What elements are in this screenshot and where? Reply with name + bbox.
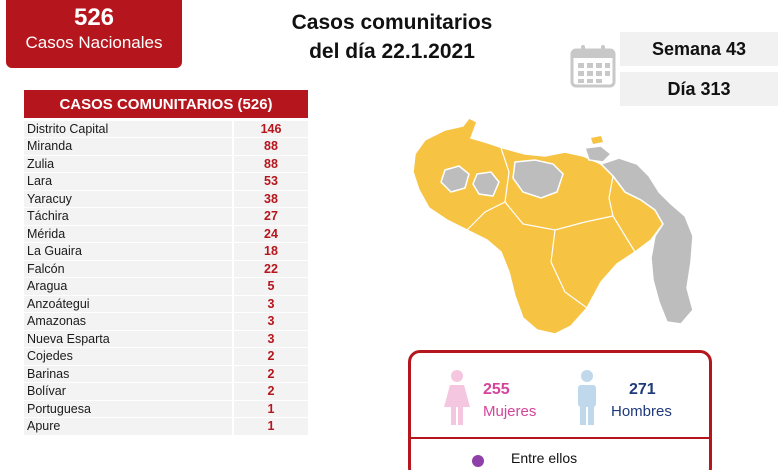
map-region-unaffected	[512, 159, 564, 199]
week-label: Semana 43	[620, 32, 778, 66]
state-name: Aragua	[24, 278, 232, 295]
national-cases-box: 526 Casos Nacionales	[6, 0, 182, 68]
day-label: Día 313	[620, 72, 778, 106]
title-line-2: del día 22.1.2021	[309, 40, 475, 63]
state-name: Lara	[24, 173, 232, 190]
men-count: 271	[629, 381, 656, 398]
state-name: Amazonas	[24, 313, 232, 330]
national-count: 526	[73, 4, 115, 31]
state-name: Miranda	[24, 138, 232, 155]
calendar-icon	[570, 45, 616, 88]
gender-stats-box: 255 Mujeres 271 Hombres Entre ellos	[408, 350, 712, 470]
table-row: Barinas 2	[24, 365, 308, 383]
women-count: 255	[483, 381, 510, 398]
page-title: Casos comunitarios del día 22.1.2021	[262, 8, 522, 66]
state-cases: 88	[234, 138, 308, 155]
table-row: Táchira 27	[24, 208, 308, 226]
women-label: Mujeres	[483, 403, 537, 420]
table-header: CASOS COMUNITARIOS (526)	[24, 90, 308, 118]
table-row: Yaracuy 38	[24, 190, 308, 208]
state-name: Distrito Capital	[24, 120, 232, 137]
state-cases: 1	[234, 418, 308, 435]
state-name: La Guaira	[24, 243, 232, 260]
map-region-affected	[591, 136, 603, 144]
state-cases: 24	[234, 225, 308, 242]
among-label: Entre ellos	[511, 450, 578, 466]
state-name: Nueva Esparta	[24, 330, 232, 347]
table-row: Cojedes 2	[24, 348, 308, 366]
table-row: Bolívar 2	[24, 383, 308, 401]
table-row: La Guaira 18	[24, 243, 308, 261]
state-cases: 27	[234, 208, 308, 225]
child-icon	[472, 455, 484, 467]
state-name: Falcón	[24, 260, 232, 277]
state-cases: 53	[234, 173, 308, 190]
state-cases: 2	[234, 383, 308, 400]
table-row: Lara 53	[24, 173, 308, 191]
table-row: Mérida 24	[24, 225, 308, 243]
state-name: Portuguesa	[24, 400, 232, 417]
woman-icon	[444, 370, 470, 425]
state-cases: 146	[234, 120, 308, 137]
men-label: Hombres	[611, 403, 672, 420]
map-region-affected	[412, 117, 664, 335]
map-region-unaffected	[472, 171, 500, 197]
state-cases: 88	[234, 155, 308, 172]
table-row: Amazonas 3	[24, 313, 308, 331]
state-name: Apure	[24, 418, 232, 435]
state-cases: 3	[234, 330, 308, 347]
map-region-unaffected	[440, 165, 470, 193]
state-cases: 3	[234, 295, 308, 312]
state-name: Táchira	[24, 208, 232, 225]
table-row: Anzoátegui 3	[24, 295, 308, 313]
state-name: Mérida	[24, 225, 232, 242]
table-row: Distrito Capital 146	[24, 120, 308, 138]
state-cases: 2	[234, 365, 308, 382]
table-row: Miranda 88	[24, 138, 308, 156]
man-icon	[578, 370, 596, 425]
table-row: Aragua 5	[24, 278, 308, 296]
divider	[411, 437, 709, 439]
table-row: Apure 1	[24, 418, 308, 436]
state-name: Anzoátegui	[24, 295, 232, 312]
venezuela-map	[412, 117, 694, 335]
map-region-unaffected	[599, 157, 694, 325]
state-name: Barinas	[24, 365, 232, 382]
cases-table: Distrito Capital 146 Miranda 88 Zulia 88 Lara 5…	[24, 120, 308, 435]
table-row: Zulia 88	[24, 155, 308, 173]
state-cases: 18	[234, 243, 308, 260]
state-cases: 3	[234, 313, 308, 330]
state-name: Yaracuy	[24, 190, 232, 207]
table-row: Nueva Esparta 3	[24, 330, 308, 348]
state-cases: 2	[234, 348, 308, 365]
title-line-1: Casos comunitarios	[291, 11, 493, 34]
state-name: Cojedes	[24, 348, 232, 365]
table-row: Falcón 22	[24, 260, 308, 278]
state-cases: 38	[234, 190, 308, 207]
state-cases: 5	[234, 278, 308, 295]
table-row: Portuguesa 1	[24, 400, 308, 418]
map-region-unaffected	[583, 145, 613, 163]
national-label: Casos Nacionales	[25, 33, 163, 52]
state-name: Bolívar	[24, 383, 232, 400]
state-cases: 22	[234, 260, 308, 277]
state-name: Zulia	[24, 155, 232, 172]
state-cases: 1	[234, 400, 308, 417]
